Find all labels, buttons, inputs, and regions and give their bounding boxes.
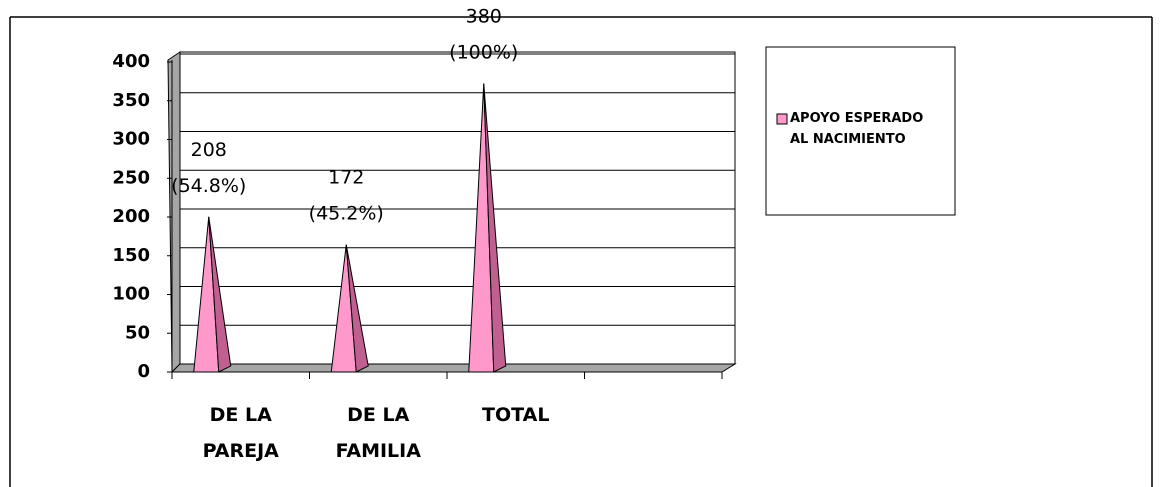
side-wall: [167, 51, 181, 374]
x-tick-label: DE LA PAREJA: [203, 404, 280, 462]
y-tick-label: 250: [112, 167, 150, 188]
pyramid: [193, 216, 232, 373]
x-tick-label: DE LA FAMILIA: [336, 404, 422, 462]
pyramid-side: [483, 83, 507, 373]
y-tick-label: 400: [112, 51, 150, 72]
pyramid: [468, 83, 507, 373]
data-label: 172 (45.2%): [309, 166, 384, 224]
y-tick-label: 100: [112, 284, 150, 305]
y-tick-label: 50: [125, 322, 150, 343]
y-tick-label: 200: [112, 206, 150, 227]
y-tick-label: 0: [137, 361, 150, 382]
pyramid-side: [208, 216, 232, 373]
back-wall: [179, 51, 736, 365]
y-tick-label: 300: [112, 129, 150, 150]
grid: [167, 53, 735, 373]
y-tick-label: 350: [112, 90, 150, 111]
frame: [9, 16, 1153, 487]
data-label: 208 (54.8%): [171, 138, 246, 196]
pyramid-side: [345, 244, 369, 373]
data-label: 380 (100%): [449, 5, 518, 63]
legend-box: [765, 46, 956, 216]
plot: [193, 83, 507, 373]
floor: [170, 363, 737, 373]
legend-label: APOYO ESPERADO AL NACIMIENTO: [790, 111, 924, 147]
y-tick-label: 150: [112, 245, 150, 266]
legend-swatch: [776, 113, 788, 125]
pyramid: [330, 244, 369, 373]
x-tick-label: TOTAL: [482, 404, 549, 426]
legend-label-wrap: APOYO ESPERADO AL NACIMIENTO: [790, 111, 924, 147]
